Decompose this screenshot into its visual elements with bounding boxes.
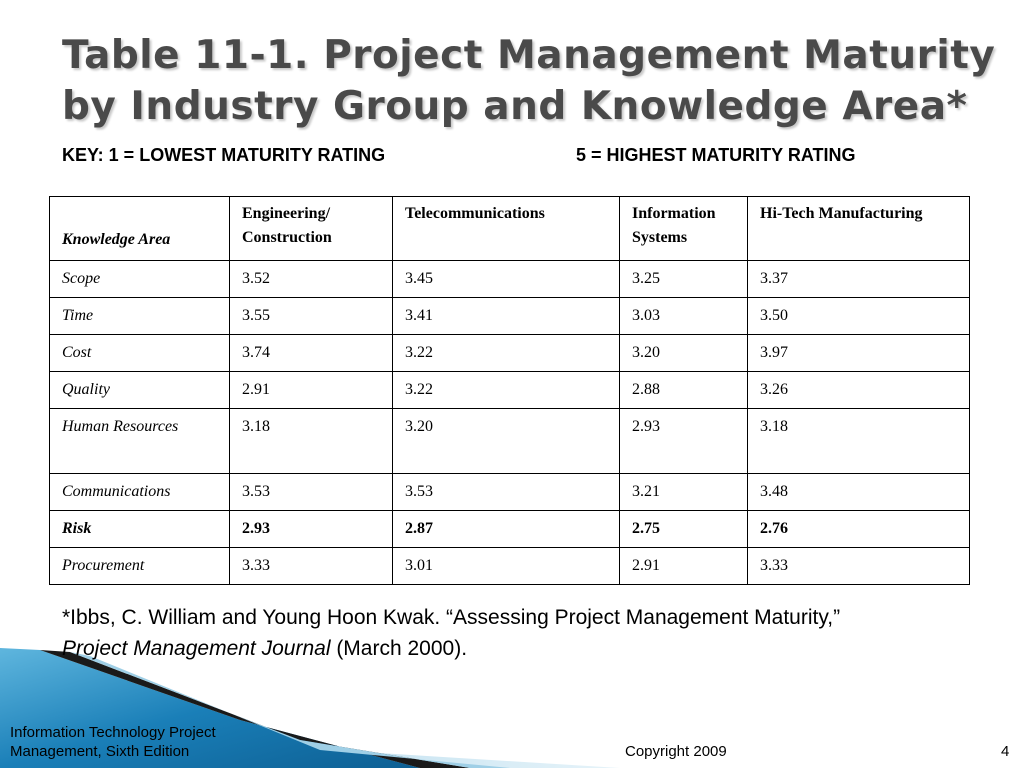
rating-cell: 3.50 <box>747 297 970 335</box>
citation-footnote: *Ibbs, C. William and Young Hoon Kwak. “… <box>62 602 1022 664</box>
rating-cell: 2.76 <box>747 510 970 548</box>
table-row: Cost 3.74 3.22 3.20 3.97 <box>49 334 970 372</box>
citation-text: *Ibbs, C. William and Young Hoon Kwak. “… <box>62 606 841 629</box>
rating-cell: 3.45 <box>392 260 620 298</box>
column-header: Information Systems <box>619 196 748 261</box>
slide-title: Table 11-1. Project Management Maturity … <box>62 33 996 129</box>
rating-cell: 3.53 <box>229 473 393 511</box>
rating-cell: 3.26 <box>747 371 970 409</box>
rating-cell: 3.18 <box>747 408 970 474</box>
rating-cell: 3.20 <box>392 408 620 474</box>
knowledge-area-cell: Scope <box>49 260 230 298</box>
rating-cell: 3.97 <box>747 334 970 372</box>
citation-date: (March 2000). <box>330 637 468 660</box>
table-row: Quality 2.91 3.22 2.88 3.26 <box>49 371 970 409</box>
rating-cell: 2.75 <box>619 510 748 548</box>
column-header: Telecommunications <box>392 196 620 261</box>
rating-cell: 3.74 <box>229 334 393 372</box>
table-row: Scope 3.52 3.45 3.25 3.37 <box>49 260 970 298</box>
rating-cell: 2.87 <box>392 510 620 548</box>
footer-copyright: Copyright 2009 <box>625 743 727 760</box>
key-lowest-rating: KEY: 1 = LOWEST MATURITY RATING <box>62 145 386 165</box>
rating-cell: 2.93 <box>229 510 393 548</box>
rating-cell: 3.21 <box>619 473 748 511</box>
table-row: Human Resources 3.18 3.20 2.93 3.18 <box>49 408 970 474</box>
rating-cell: 2.91 <box>229 371 393 409</box>
column-header: Knowledge Area <box>49 196 230 261</box>
rating-cell: 3.03 <box>619 297 748 335</box>
decorative-swoosh <box>0 648 620 768</box>
footer-book-title: Information Technology Project Managemen… <box>10 724 216 760</box>
rating-cell: 3.22 <box>392 371 620 409</box>
column-header: Engineering/ Construction <box>229 196 393 261</box>
rating-cell: 2.93 <box>619 408 748 474</box>
rating-cell: 3.33 <box>229 547 393 585</box>
rating-cell: 3.52 <box>229 260 393 298</box>
key-highest-rating: 5 = HIGHEST MATURITY RATING <box>576 145 856 165</box>
journal-title: Project Management Journal <box>62 637 331 660</box>
rating-cell: 3.55 <box>229 297 393 335</box>
rating-cell: 3.25 <box>619 260 748 298</box>
table-row: Time 3.55 3.41 3.03 3.50 <box>49 297 970 335</box>
knowledge-area-cell: Communications <box>49 473 230 511</box>
rating-cell: 2.88 <box>619 371 748 409</box>
table-row: Procurement 3.33 3.01 2.91 3.33 <box>49 547 970 585</box>
rating-cell: 3.33 <box>747 547 970 585</box>
maturity-table: Knowledge Area Engineering/ Construction… <box>49 196 970 585</box>
table-row: Communications 3.53 3.53 3.21 3.48 <box>49 473 970 511</box>
rating-cell: 3.01 <box>392 547 620 585</box>
knowledge-area-cell: Cost <box>49 334 230 372</box>
rating-cell: 3.41 <box>392 297 620 335</box>
rating-cell: 3.48 <box>747 473 970 511</box>
column-header: Hi-Tech Manufacturing <box>747 196 970 261</box>
knowledge-area-cell: Time <box>49 297 230 335</box>
knowledge-area-cell: Human Resources <box>49 408 230 474</box>
rating-cell: 3.22 <box>392 334 620 372</box>
knowledge-area-cell: Quality <box>49 371 230 409</box>
knowledge-area-cell: Risk <box>49 510 230 548</box>
slide-number: 4 <box>1001 743 1010 760</box>
table-row-highlighted: Risk 2.93 2.87 2.75 2.76 <box>49 510 970 548</box>
rating-cell: 3.18 <box>229 408 393 474</box>
rating-cell: 3.37 <box>747 260 970 298</box>
rating-cell: 3.53 <box>392 473 620 511</box>
rating-cell: 3.20 <box>619 334 748 372</box>
rating-cell: 2.91 <box>619 547 748 585</box>
knowledge-area-cell: Procurement <box>49 547 230 585</box>
table-header-row: Knowledge Area Engineering/ Construction… <box>49 196 970 261</box>
